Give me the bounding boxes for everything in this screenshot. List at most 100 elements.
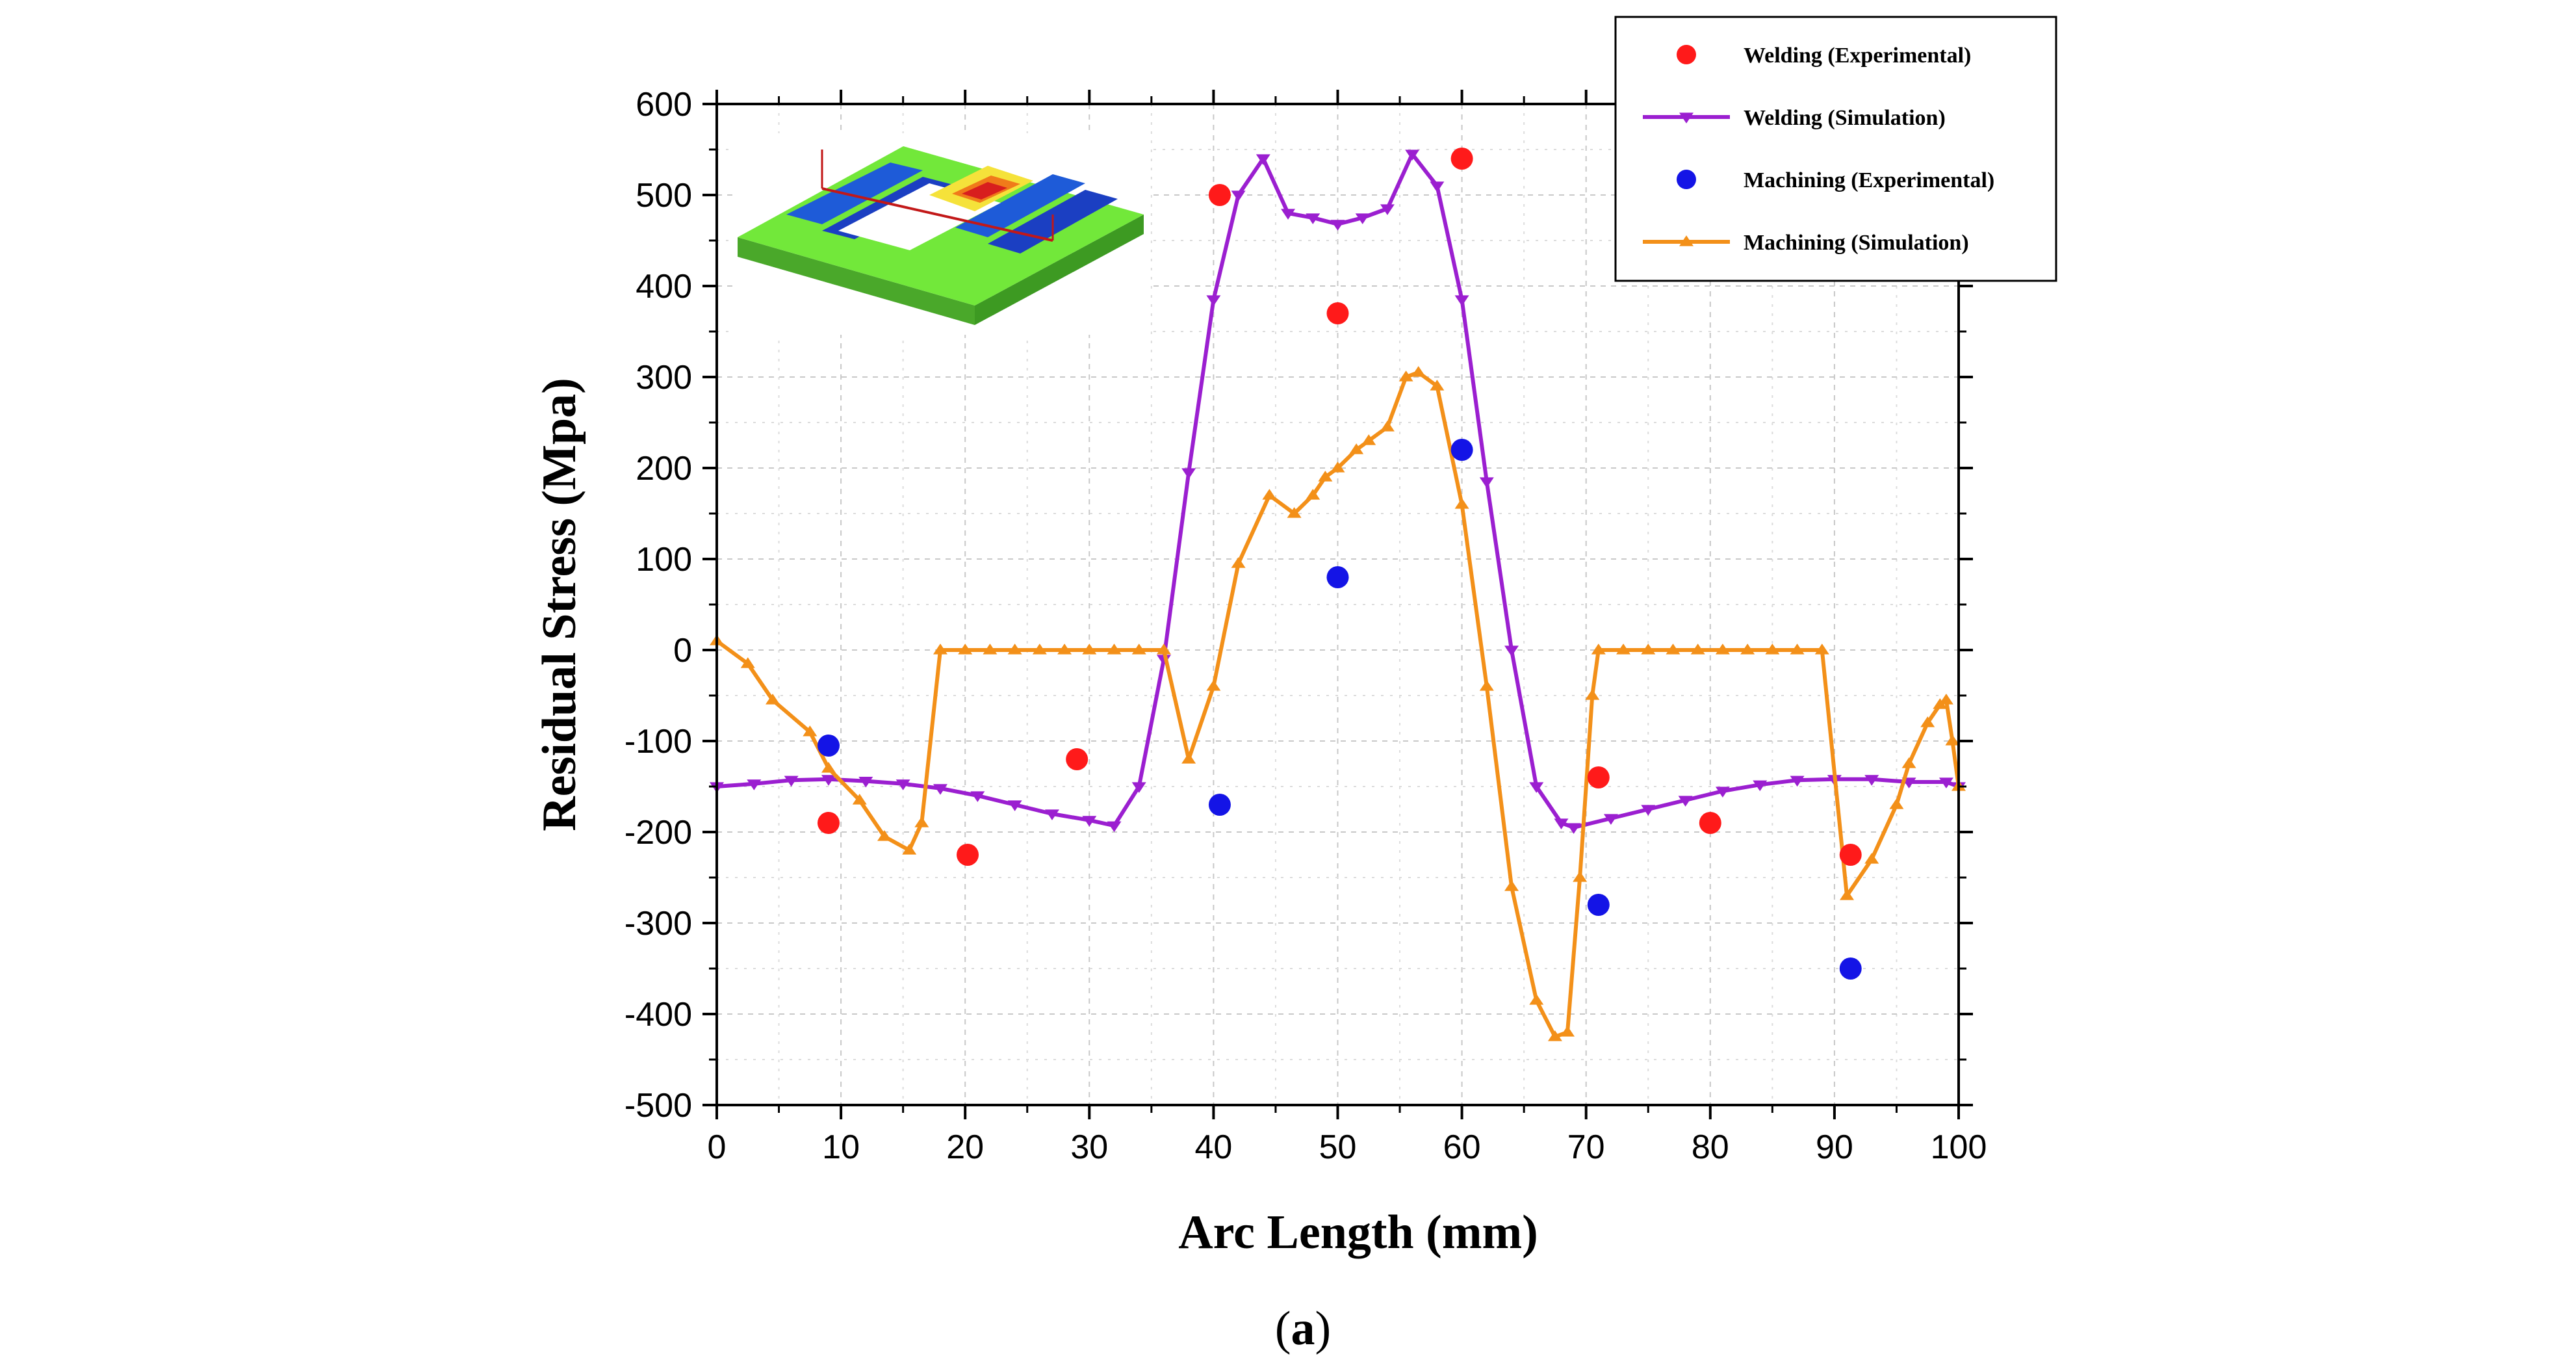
series-marker — [821, 775, 836, 786]
legend-swatch-point — [1677, 170, 1696, 189]
scatter-point — [1450, 148, 1473, 170]
figure-caption: (a) — [1275, 1302, 1331, 1355]
series-marker — [1256, 154, 1270, 165]
series-marker — [784, 775, 799, 787]
x-axis-title: Arc Length (mm) — [1178, 1206, 1538, 1259]
series-marker — [1864, 775, 1879, 786]
series-marker — [1082, 644, 1097, 655]
y-tick-label: 200 — [636, 450, 692, 488]
x-tick-label: 70 — [1567, 1128, 1605, 1166]
series-marker — [1430, 380, 1445, 391]
series-marker — [958, 644, 973, 655]
series-marker — [1901, 757, 1916, 768]
series-marker — [852, 794, 867, 805]
y-tick-label: 400 — [636, 268, 692, 306]
series-marker — [821, 762, 836, 773]
x-tick-label: 40 — [1194, 1128, 1232, 1166]
x-tick-label: 90 — [1816, 1128, 1853, 1166]
series-marker — [1573, 871, 1588, 882]
series-marker — [933, 644, 947, 655]
series-marker — [1920, 716, 1935, 727]
y-tick-label: 500 — [636, 177, 692, 215]
series-marker — [1181, 753, 1196, 764]
y-tick-label: -400 — [625, 996, 692, 1034]
series-marker — [1616, 644, 1631, 655]
caption-letter: a — [1291, 1302, 1315, 1355]
series-marker — [1666, 644, 1681, 655]
series-marker — [1690, 644, 1705, 655]
scatter-point — [1587, 766, 1610, 788]
x-tick-label: 60 — [1443, 1128, 1481, 1166]
series-marker — [1349, 443, 1364, 454]
series-marker — [1107, 644, 1122, 655]
scatter-point — [1587, 894, 1610, 916]
series-marker — [1765, 644, 1780, 655]
series-marker — [1945, 735, 1960, 746]
legend: Welding (Experimental) Welding (Simulatio… — [1614, 16, 2057, 282]
series-marker — [1504, 880, 1519, 891]
series-marker — [1057, 644, 1072, 655]
series-line — [716, 152, 1960, 829]
series-marker — [1405, 150, 1420, 161]
series-marker — [1206, 295, 1221, 306]
series-marker — [1287, 507, 1302, 518]
series-marker — [1380, 421, 1395, 432]
caption-open: ( — [1275, 1302, 1291, 1355]
series-marker — [1131, 644, 1146, 655]
series-marker — [1641, 805, 1656, 816]
series-marker — [1082, 816, 1097, 827]
series-marker — [895, 779, 910, 790]
series-marker — [1938, 694, 1953, 705]
series-marker — [1840, 889, 1855, 900]
series-marker — [1032, 644, 1047, 655]
legend-swatch-marker — [1679, 112, 1694, 124]
series-marker — [1131, 782, 1146, 793]
series-marker — [1007, 800, 1022, 811]
scatter-point — [1326, 566, 1349, 588]
series-marker — [1398, 371, 1413, 382]
series-marker — [1603, 814, 1618, 825]
y-tick-label: -200 — [625, 814, 692, 852]
scatter-point — [1208, 794, 1231, 816]
caption-close: ) — [1315, 1302, 1332, 1355]
series-marker — [970, 791, 985, 802]
series-marker — [1361, 434, 1376, 445]
series-marker — [1566, 823, 1581, 834]
scatter-point — [1450, 439, 1473, 461]
y-axis-title: Residual Stress (Mpa) — [533, 378, 586, 831]
scatter-point — [1208, 184, 1231, 206]
series-marker — [1889, 798, 1904, 809]
series-marker — [1529, 782, 1544, 793]
series-marker — [803, 725, 818, 736]
scatter-point — [1839, 957, 1862, 980]
series-marker — [1585, 689, 1600, 700]
series-marker — [1560, 1026, 1575, 1037]
series-marker — [1007, 644, 1022, 655]
series-marker — [877, 830, 892, 841]
tick-labels: 0 10 20 30 40 50 60 70 80 90 100 -500 -400 -300 -200 -1… — [625, 86, 1987, 1166]
series-marker — [1454, 295, 1469, 306]
series-marker — [1231, 190, 1246, 202]
scatter-point — [1326, 302, 1349, 324]
series-marker — [1355, 213, 1370, 224]
series-marker — [983, 644, 998, 655]
series-marker — [1156, 644, 1171, 655]
y-tick-label: -300 — [625, 905, 692, 943]
y-tick-label: 0 — [673, 632, 692, 670]
series-marker — [1044, 809, 1059, 820]
series-marker — [1430, 181, 1445, 192]
series-marker — [1454, 498, 1469, 509]
series-marker — [1281, 209, 1296, 220]
series-marker — [1306, 213, 1320, 224]
series-marker — [1529, 994, 1544, 1005]
legend-label: Machining (Experimental) — [1744, 168, 1994, 192]
series-marker — [1380, 204, 1395, 215]
series-marker — [858, 777, 873, 788]
series-marker — [1411, 366, 1426, 377]
y-tick-label: 300 — [636, 359, 692, 397]
series-marker — [1554, 818, 1569, 829]
series-marker — [933, 784, 947, 795]
series-marker — [1306, 489, 1320, 500]
series-marker — [1715, 644, 1730, 655]
